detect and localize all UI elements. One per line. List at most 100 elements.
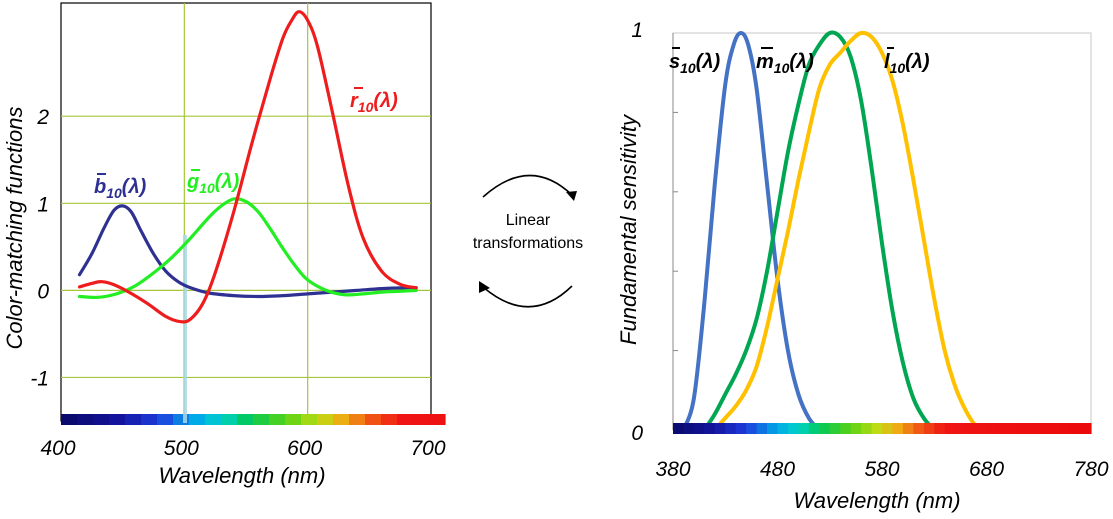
right-spectrum-seg-7 (746, 423, 758, 434)
top-arc-arrow (482, 174, 573, 198)
right-y-tick-1: 1 (631, 19, 643, 42)
left-spectrum-seg-15 (301, 414, 318, 425)
left-x-tick-2: 600 (287, 437, 322, 460)
right-series-line-s10 (681, 31, 822, 432)
left-spectrum-seg-14 (285, 414, 302, 425)
right-spectrum-seg-31 (996, 423, 1008, 434)
bottom-arrowhead (479, 281, 490, 293)
left-x-axis-label: Wavelength (nm) (158, 463, 325, 488)
right-spectrum-seg-4 (714, 423, 726, 434)
right-spectrum-seg-28 (965, 423, 977, 434)
series-label-m10-rest: (λ) (789, 51, 814, 73)
series-label-s10-rest: (λ) (696, 51, 721, 73)
right-x-tick-4: 780 (1073, 458, 1108, 481)
top-arrowhead (566, 191, 577, 201)
series-label-b10: b10(λ) (94, 176, 147, 201)
right-y-tick-labels: 01 (631, 19, 643, 445)
left-spectrum-seg-2 (93, 414, 110, 425)
right-spectrum-seg-39 (1080, 423, 1092, 434)
right-spectrum-seg-37 (1059, 423, 1071, 434)
left-spectrum-seg-0 (61, 414, 78, 425)
series-label-m10: m10(λ) (756, 51, 814, 76)
left-y-tick-1: 0 (37, 280, 49, 303)
right-spectrum-seg-38 (1070, 423, 1082, 434)
left-spectrum-seg-3 (109, 414, 126, 425)
series-label-g10-sub: 10 (199, 180, 215, 196)
left-spectrum-seg-16 (317, 414, 334, 425)
series-label-l10-main: l (884, 51, 890, 73)
series-label-s10-main: s (669, 51, 680, 73)
right-spectrum-seg-14 (819, 423, 831, 434)
series-label-r10-main: r (350, 90, 359, 112)
right-spectrum-seg-30 (986, 423, 998, 434)
right-spectrum-seg-33 (1017, 423, 1029, 434)
right-spectrum-seg-26 (944, 423, 956, 434)
series-label-g10: g10(λ) (186, 171, 240, 196)
right-spectrum-seg-29 (976, 423, 988, 434)
series-label-s10-sub: 10 (680, 60, 696, 76)
left-gridlines (61, 3, 431, 421)
right-spectrum-seg-35 (1038, 423, 1050, 434)
right-spectrum-seg-24 (923, 423, 935, 434)
left-spectrum-seg-11 (237, 414, 254, 425)
left-y-tick-labels: -1 0 1 2 (30, 106, 49, 390)
right-spectrum-seg-20 (882, 423, 894, 434)
right-spectrum-seg-9 (767, 423, 779, 434)
left-spectrum-seg-9 (205, 414, 222, 425)
right-spectrum-seg-16 (840, 423, 852, 434)
series-label-l10-sub: 10 (890, 60, 906, 76)
left-spectrum-seg-13 (269, 414, 286, 425)
right-spectrum-seg-8 (756, 423, 768, 434)
left-x-tick-3: 700 (410, 437, 445, 460)
series-label-b10-rest: (λ) (122, 176, 147, 198)
left-spectrum-seg-18 (349, 414, 366, 425)
left-spectrum-seg-22 (413, 414, 430, 425)
color-matching-chart: 400 500 600 700 -1 0 1 2 Wavelength (nm) Color… (2, 2, 446, 488)
right-spectrum-seg-25 (934, 423, 946, 434)
bottom-arc-arrow (482, 285, 573, 308)
left-series-line-g10 (77, 197, 418, 300)
left-y-tick-2: 1 (37, 193, 49, 216)
right-spectrum-seg-36 (1049, 423, 1061, 434)
right-spectrum-seg-0 (673, 423, 685, 434)
series-label-m10-sub: 10 (774, 60, 790, 76)
left-series-line-b10 (77, 204, 418, 299)
right-spectrum-seg-3 (704, 423, 716, 434)
left-spectrum-seg-17 (333, 414, 350, 425)
left-spectrum-seg-19 (365, 414, 382, 425)
left-plot-frame (60, 2, 432, 422)
series-label-l10-rest: (λ) (905, 51, 930, 73)
right-spectrum-seg-12 (798, 423, 810, 434)
right-x-tick-3: 680 (969, 458, 1004, 481)
left-y-tick-0: -1 (30, 367, 49, 390)
right-spectrum-seg-5 (725, 423, 737, 434)
right-spectrum-seg-23 (913, 423, 925, 434)
series-label-m10-main: m (756, 51, 774, 73)
right-spectrum-seg-32 (1007, 423, 1019, 434)
left-spectrum-seg-20 (381, 414, 398, 425)
right-y-tick-0: 0 (631, 422, 643, 445)
left-series-line-r10 (77, 10, 418, 324)
right-series-line-m10 (702, 30, 937, 432)
series-label-g10-rest: (λ) (215, 171, 240, 193)
right-spectrum-seg-6 (735, 423, 747, 434)
center-text-line2: transformations (473, 235, 583, 252)
right-spectrum-seg-19 (871, 423, 883, 434)
left-spectrum-seg-23 (429, 414, 446, 425)
right-spectrum-seg-22 (902, 423, 914, 434)
left-spectrum-seg-10 (221, 414, 238, 425)
right-series-line-l10 (712, 30, 989, 432)
right-x-tick-0: 380 (655, 458, 690, 481)
series-label-b10-sub: 10 (106, 185, 122, 201)
series-label-l10: l10(λ) (884, 51, 930, 76)
left-x-tick-0: 400 (40, 437, 75, 460)
right-spectrum-bar (673, 423, 1092, 434)
right-series-lines (681, 30, 989, 432)
fundamental-sensitivity-chart: 380 480 580 680 780 01 Wavelength (nm) Funda… (616, 19, 1109, 513)
right-spectrum-seg-11 (787, 423, 799, 434)
left-spectrum-seg-6 (157, 414, 174, 425)
left-series-lines (77, 10, 418, 324)
left-spectrum-seg-12 (253, 414, 270, 425)
left-highlight-500 (183, 235, 187, 423)
